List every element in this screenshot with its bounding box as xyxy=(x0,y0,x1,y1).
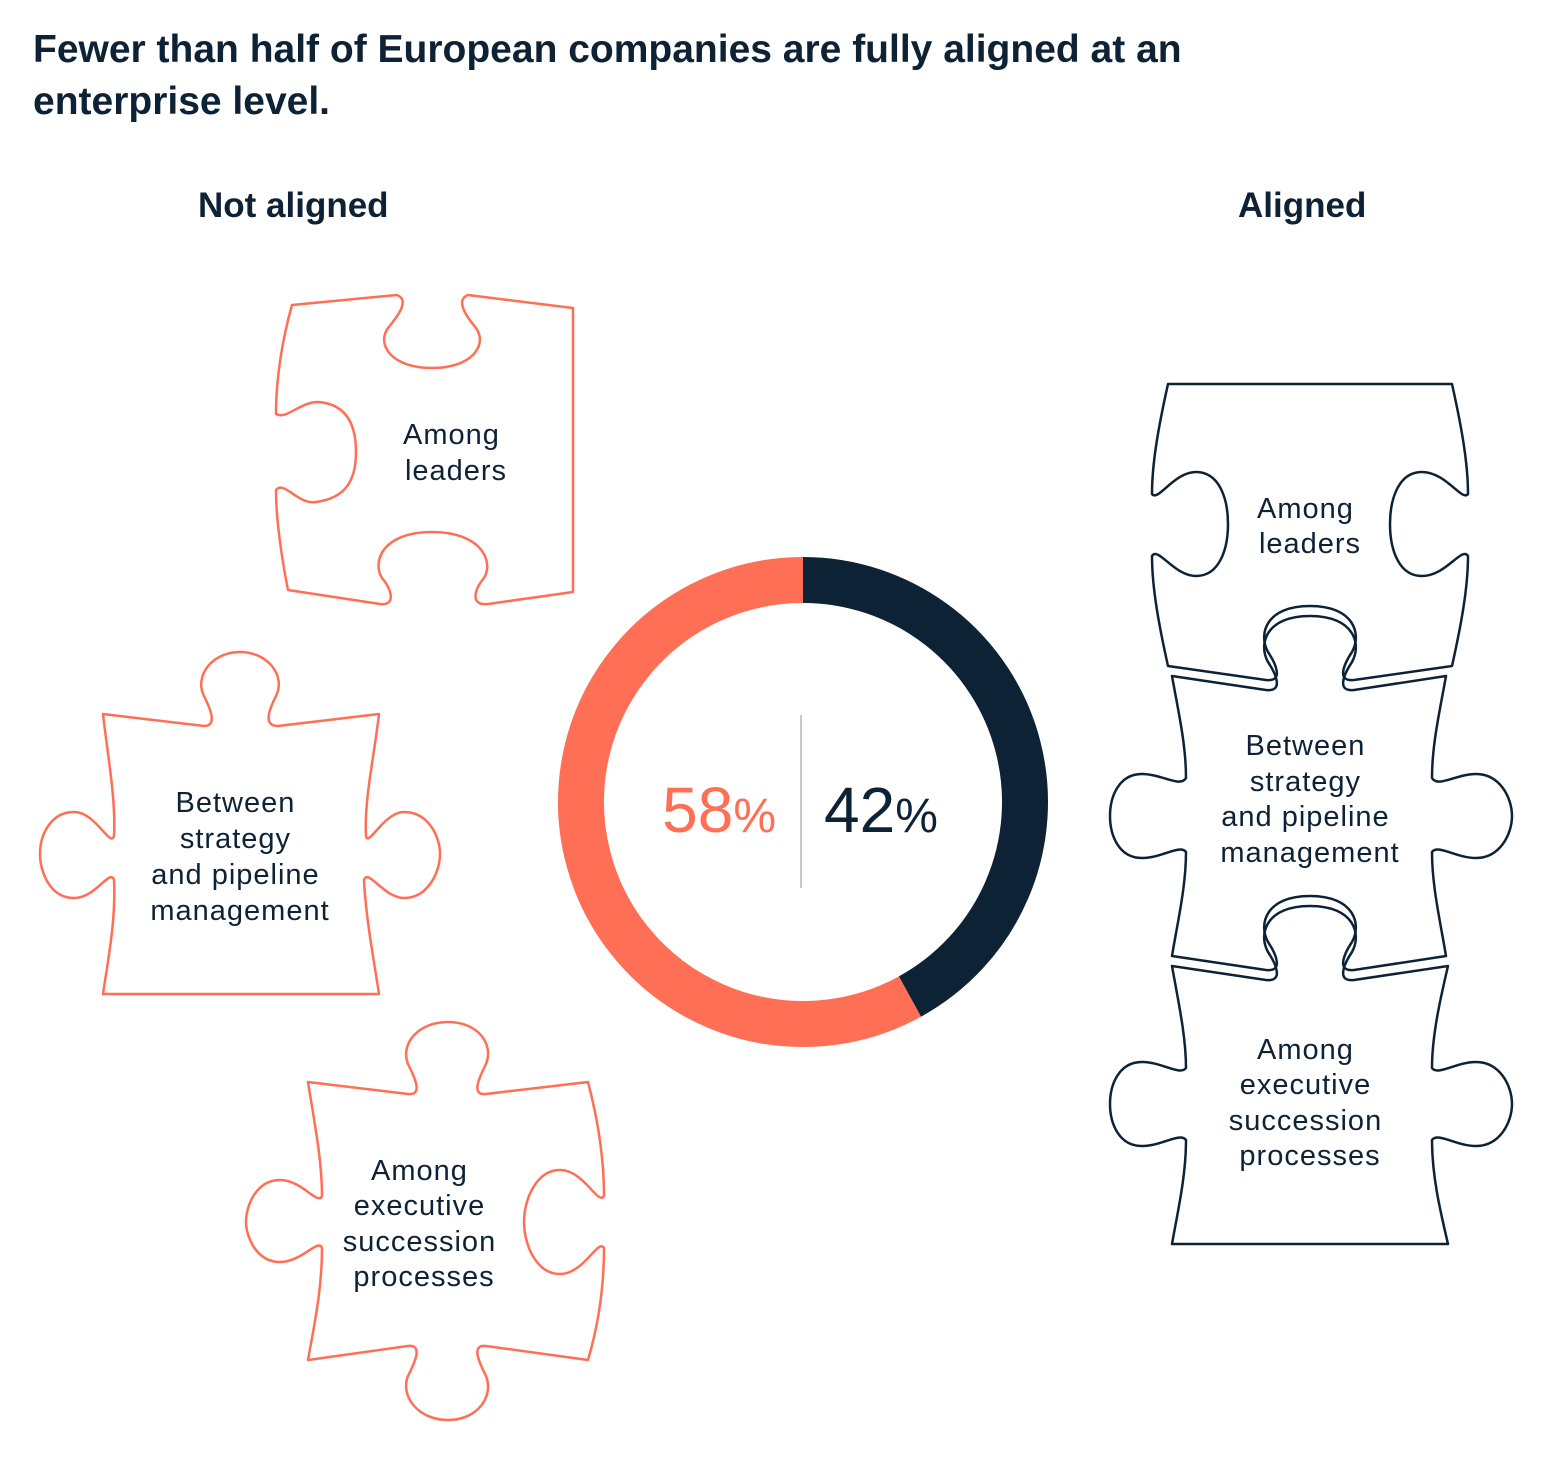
label-line: Among xyxy=(1257,1034,1354,1066)
piece-label-not-aligned-succession: Among executive succession processes xyxy=(343,1155,506,1293)
label-line: Between xyxy=(176,787,296,819)
label-line: leaders xyxy=(405,455,507,487)
page-title: Fewer than half of European companies ar… xyxy=(33,28,1182,123)
label-line: strategy xyxy=(180,823,291,855)
label-line: Between xyxy=(1246,730,1366,762)
puzzle-piece-not-aligned-strategy xyxy=(38,650,442,996)
label-line: Among xyxy=(371,1155,468,1187)
donut-chart xyxy=(558,557,1048,1047)
label-line: management xyxy=(150,895,329,927)
label-line: executive xyxy=(354,1190,486,1222)
piece-label-aligned-strategy: Between strategy and pipeline management xyxy=(1220,730,1399,869)
puzzle-piece-aligned-leaders xyxy=(1150,382,1470,682)
label-line: and pipeline xyxy=(1221,801,1389,833)
piece-label-not-aligned-strategy: Between strategy and pipeline management xyxy=(150,787,329,927)
piece-label-aligned-leaders: Among leaders xyxy=(1257,493,1363,560)
donut-slice-aligned xyxy=(802,557,1048,1017)
label-line: succession xyxy=(1229,1105,1382,1137)
label-line: strategy xyxy=(1250,766,1361,798)
piece-label-aligned-succession: Among executive succession processes xyxy=(1229,1034,1392,1172)
label-line: succession xyxy=(343,1226,496,1258)
aligned-heading: Aligned xyxy=(1238,186,1367,225)
puzzle-piece-aligned-succession xyxy=(1108,904,1514,1246)
label-line: and pipeline xyxy=(151,859,319,891)
donut-slice-not-aligned xyxy=(558,557,921,1047)
label-line: management xyxy=(1220,837,1399,869)
value-label-aligned: 42% xyxy=(824,774,938,846)
value-label-not-aligned: 58% xyxy=(662,774,776,846)
label-line: processes xyxy=(353,1261,494,1293)
puzzle-piece-aligned-strategy xyxy=(1108,614,1514,972)
label-line: Among xyxy=(403,419,500,451)
puzzle-piece-not-aligned-succession xyxy=(244,1020,606,1422)
piece-label-not-aligned-leaders: Among leaders xyxy=(403,419,509,487)
label-line: Among xyxy=(1257,493,1354,525)
label-line: processes xyxy=(1239,1140,1380,1172)
not-aligned-heading: Not aligned xyxy=(198,186,389,225)
label-line: leaders xyxy=(1259,528,1361,560)
label-line: executive xyxy=(1240,1069,1372,1101)
puzzle-piece-not-aligned-leaders xyxy=(274,293,575,606)
